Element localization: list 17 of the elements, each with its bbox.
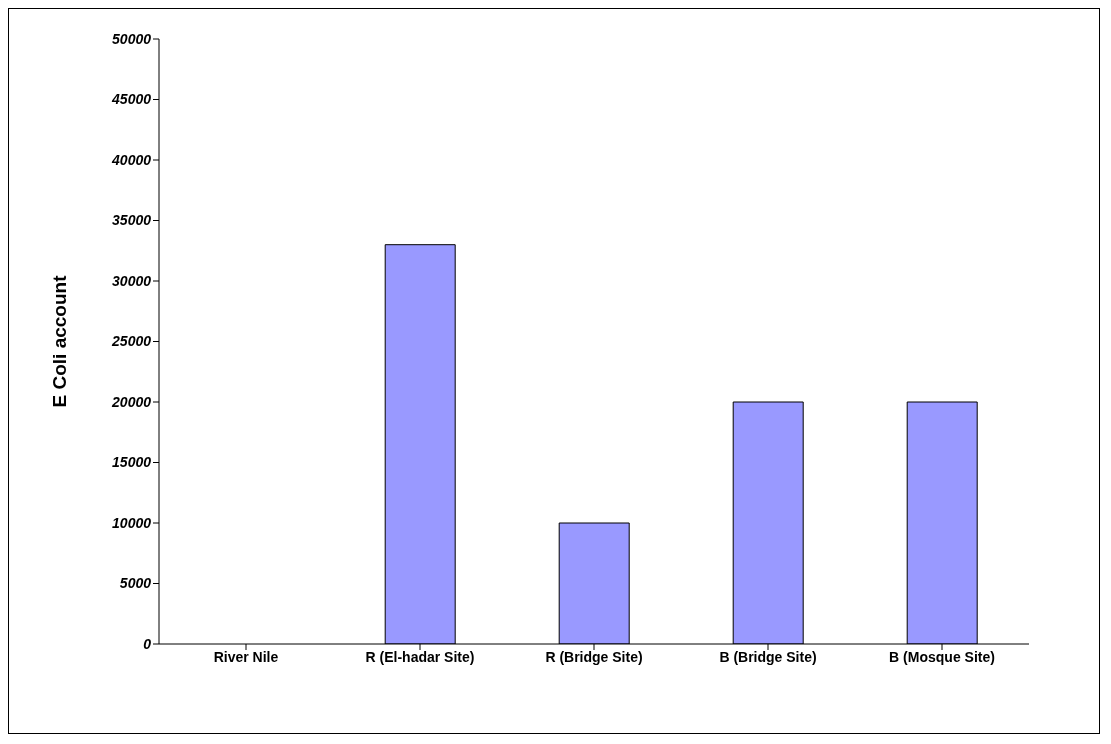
y-tick-label: 20000 bbox=[111, 393, 152, 410]
x-tick-label: R (El-hadar Site) bbox=[365, 648, 475, 665]
y-tick-label: 50000 bbox=[112, 30, 152, 47]
y-tick-label: 15000 bbox=[112, 454, 152, 471]
y-tick-label: 30000 bbox=[112, 272, 152, 289]
x-tick-label: B (Bridge Site) bbox=[719, 648, 817, 665]
y-axis-title: E Coli account bbox=[48, 274, 70, 408]
y-tick-label: 35000 bbox=[112, 212, 152, 229]
x-tick-label: River Nile bbox=[213, 648, 279, 665]
y-tick-label: 40000 bbox=[111, 151, 152, 168]
y-tick-label: 45000 bbox=[111, 91, 152, 108]
x-tick-label: R (Bridge Site) bbox=[545, 648, 643, 665]
y-tick-label: 10000 bbox=[112, 514, 152, 531]
y-tick-label: 0 bbox=[143, 635, 152, 652]
y-tick-label: 5000 bbox=[119, 575, 152, 592]
x-tick-label: B (Mosque Site) bbox=[889, 648, 995, 665]
y-tick-label: 25000 bbox=[111, 333, 152, 350]
